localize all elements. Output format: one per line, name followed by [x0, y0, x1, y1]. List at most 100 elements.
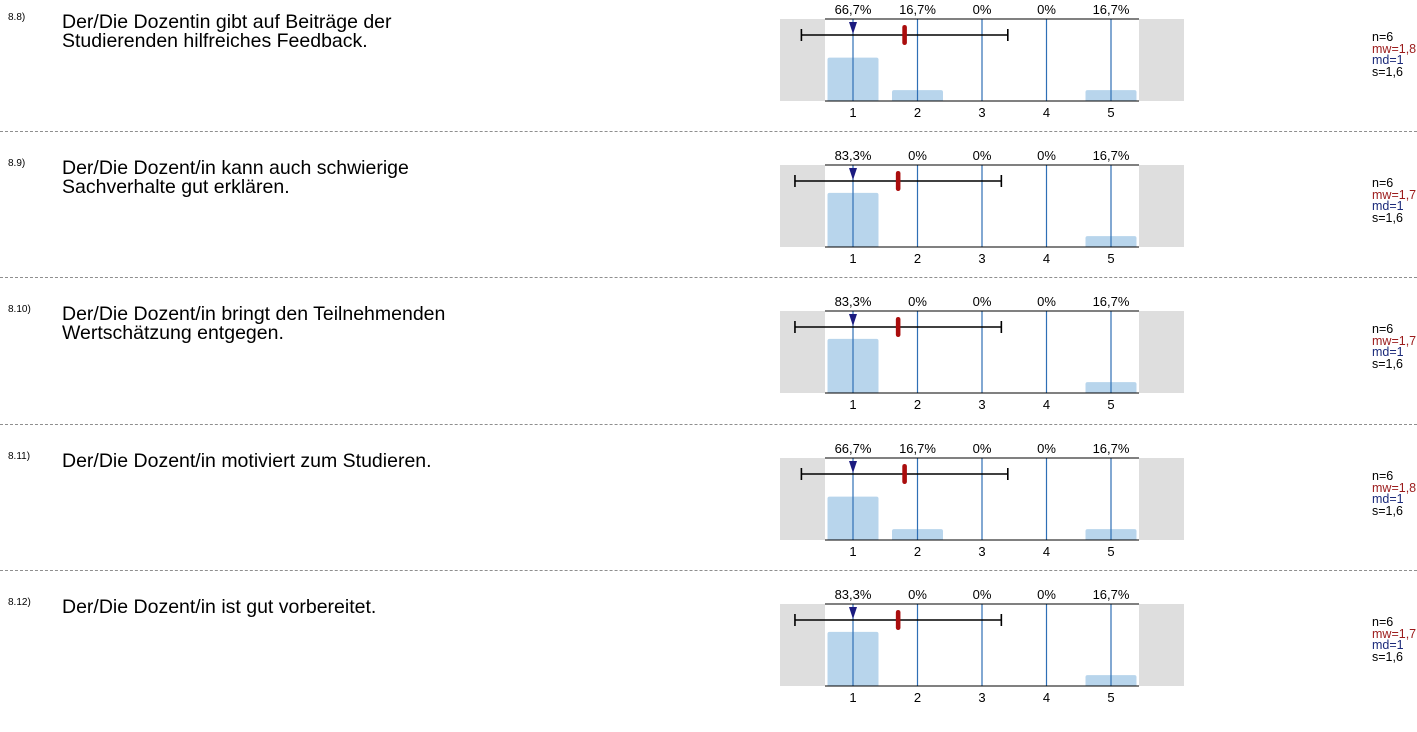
percent-label: 16,7% — [1093, 2, 1130, 17]
stat-median: md=1 — [1372, 199, 1404, 214]
right-side-panel — [1139, 311, 1184, 393]
category-label: 5 — [1107, 397, 1114, 412]
statistics-summary: n=6 mw=1,7 md=1 s=1,6 — [1372, 616, 1417, 664]
percent-label: 16,7% — [1093, 294, 1130, 309]
category-label: 2 — [914, 690, 921, 705]
question-item: 8.11) Der/Die Dozent/in motiviert zum St… — [0, 439, 1417, 586]
percent-label: 83,3% — [835, 294, 872, 309]
stat-median: md=1 — [1372, 638, 1404, 653]
stat-median: md=1 — [1372, 53, 1404, 68]
median-marker — [849, 22, 857, 34]
stat-mean: mw=1,8 — [1372, 480, 1417, 495]
category-label: 4 — [1043, 690, 1050, 705]
question-text: Der/Die Dozent/in ist gut vorbereitet. — [62, 596, 682, 618]
question-line-1: Der/Die Dozent/in kann auch schwierige — [62, 157, 409, 179]
question-line-2: Studierenden hilfreiches Feedback. — [62, 30, 368, 52]
percent-label: 16,7% — [899, 441, 936, 456]
statistics-summary: n=6 mw=1,7 md=1 s=1,6 — [1372, 322, 1417, 371]
percent-label: 16,7% — [1093, 148, 1130, 163]
right-side-panel — [1139, 165, 1184, 247]
item-separator — [0, 570, 1417, 571]
left-side-panel — [780, 458, 825, 540]
category-label: 3 — [978, 251, 985, 266]
stat-mean: mw=1,7 — [1372, 187, 1417, 202]
histogram-chart: 66,7% 16,7% 0% 0% 16,7% 1 2 3 4 5 — [780, 441, 1184, 559]
histogram-chart: 83,3% 0% 0% 0% 16,7% 1 2 3 4 5 — [780, 148, 1184, 266]
question-line-1: Der/Die Dozent/in bringt den Teilnehmend… — [62, 303, 446, 325]
percent-label: 16,7% — [1093, 587, 1130, 602]
percent-label: 0% — [1037, 294, 1056, 309]
median-marker — [849, 607, 857, 619]
percent-label: 0% — [973, 441, 992, 456]
percent-label: 0% — [973, 2, 992, 17]
question-text: Der/Die Dozent/in kann auch schwierige S… — [62, 157, 682, 197]
stat-sd: s=1,6 — [1372, 649, 1403, 664]
category-label: 5 — [1107, 105, 1114, 120]
statistics-summary: n=6 mw=1,8 md=1 s=1,6 — [1372, 469, 1417, 518]
stat-n: n=6 — [1372, 469, 1394, 483]
percent-label: 0% — [973, 587, 992, 602]
percent-label: 16,7% — [1093, 441, 1130, 456]
mean-marker — [902, 464, 907, 484]
stat-mean: mw=1,8 — [1372, 41, 1417, 56]
histogram-chart: 83,3% 0% 0% 0% 16,7% 1 2 3 4 5 — [780, 294, 1184, 412]
histogram-chart: 83,3% 0% 0% 0% 16,7% 1 2 3 4 5 — [780, 587, 1184, 705]
category-label: 2 — [914, 105, 921, 120]
category-label: 3 — [978, 397, 985, 412]
percent-label: 0% — [908, 294, 927, 309]
left-side-panel — [780, 19, 825, 101]
question-text: Der/Die Dozentin gibt auf Beiträge der S… — [62, 11, 682, 52]
question-item: 8.8) Der/Die Dozentin gibt auf Beiträge … — [0, 0, 1417, 147]
question-line-1: Der/Die Dozent/in ist gut vorbereitet. — [62, 596, 377, 618]
mean-marker — [895, 317, 901, 337]
category-label: 4 — [1043, 105, 1050, 120]
category-label: 5 — [1107, 690, 1114, 705]
percent-label: 83,3% — [835, 587, 872, 602]
percent-label: 0% — [908, 587, 927, 602]
question-number: 8.9) — [8, 158, 26, 169]
question-number: 8.11) — [8, 451, 31, 462]
right-side-panel — [1139, 604, 1184, 686]
stat-n: n=6 — [1372, 176, 1394, 190]
question-item: 8.9) Der/Die Dozent/in kann auch schwier… — [0, 146, 1417, 293]
question-text: Der/Die Dozent/in motiviert zum Studiere… — [62, 451, 682, 471]
percent-label: 0% — [1037, 441, 1056, 456]
category-label: 1 — [849, 105, 856, 120]
category-label: 2 — [914, 544, 921, 559]
statistics-summary: n=6 mw=1,7 md=1 s=1,6 — [1372, 176, 1417, 225]
mean-marker — [895, 610, 901, 630]
median-marker — [849, 168, 857, 180]
question-line-1: Der/Die Dozentin gibt auf Beiträge der — [62, 11, 392, 33]
stat-sd: s=1,6 — [1372, 356, 1403, 371]
percent-label: 16,7% — [899, 2, 936, 17]
statistics-summary: n=6 mw=1,8 md=1 s=1,6 — [1372, 31, 1417, 78]
category-label: 3 — [978, 105, 985, 120]
stat-mean: mw=1,7 — [1372, 626, 1417, 641]
question-text: Der/Die Dozent/in bringt den Teilnehmend… — [62, 303, 682, 344]
left-side-panel — [780, 311, 825, 393]
percent-label: 83,3% — [835, 148, 872, 163]
median-marker — [849, 314, 857, 326]
stat-n: n=6 — [1372, 322, 1394, 336]
category-label: 4 — [1043, 251, 1050, 266]
category-label: 3 — [978, 690, 985, 705]
question-line-2: Wertschätzung entgegen. — [62, 322, 284, 344]
stat-mean: mw=1,7 — [1372, 333, 1417, 348]
category-label: 5 — [1107, 251, 1114, 266]
category-label: 5 — [1107, 544, 1114, 559]
stat-median: md=1 — [1372, 345, 1404, 360]
percent-label: 0% — [908, 148, 927, 163]
category-label: 4 — [1043, 397, 1050, 412]
stat-sd: s=1,6 — [1372, 503, 1403, 518]
category-label: 1 — [849, 397, 856, 412]
stat-median: md=1 — [1372, 492, 1404, 507]
percent-label: 0% — [1037, 587, 1056, 602]
question-number: 8.12) — [8, 597, 31, 608]
category-label: 1 — [849, 690, 856, 705]
left-side-panel — [780, 165, 825, 247]
item-separator — [0, 424, 1417, 425]
stat-sd: s=1,6 — [1372, 210, 1403, 225]
mean-marker — [895, 171, 901, 191]
question-number: 8.8) — [8, 12, 26, 23]
category-label: 4 — [1043, 544, 1050, 559]
